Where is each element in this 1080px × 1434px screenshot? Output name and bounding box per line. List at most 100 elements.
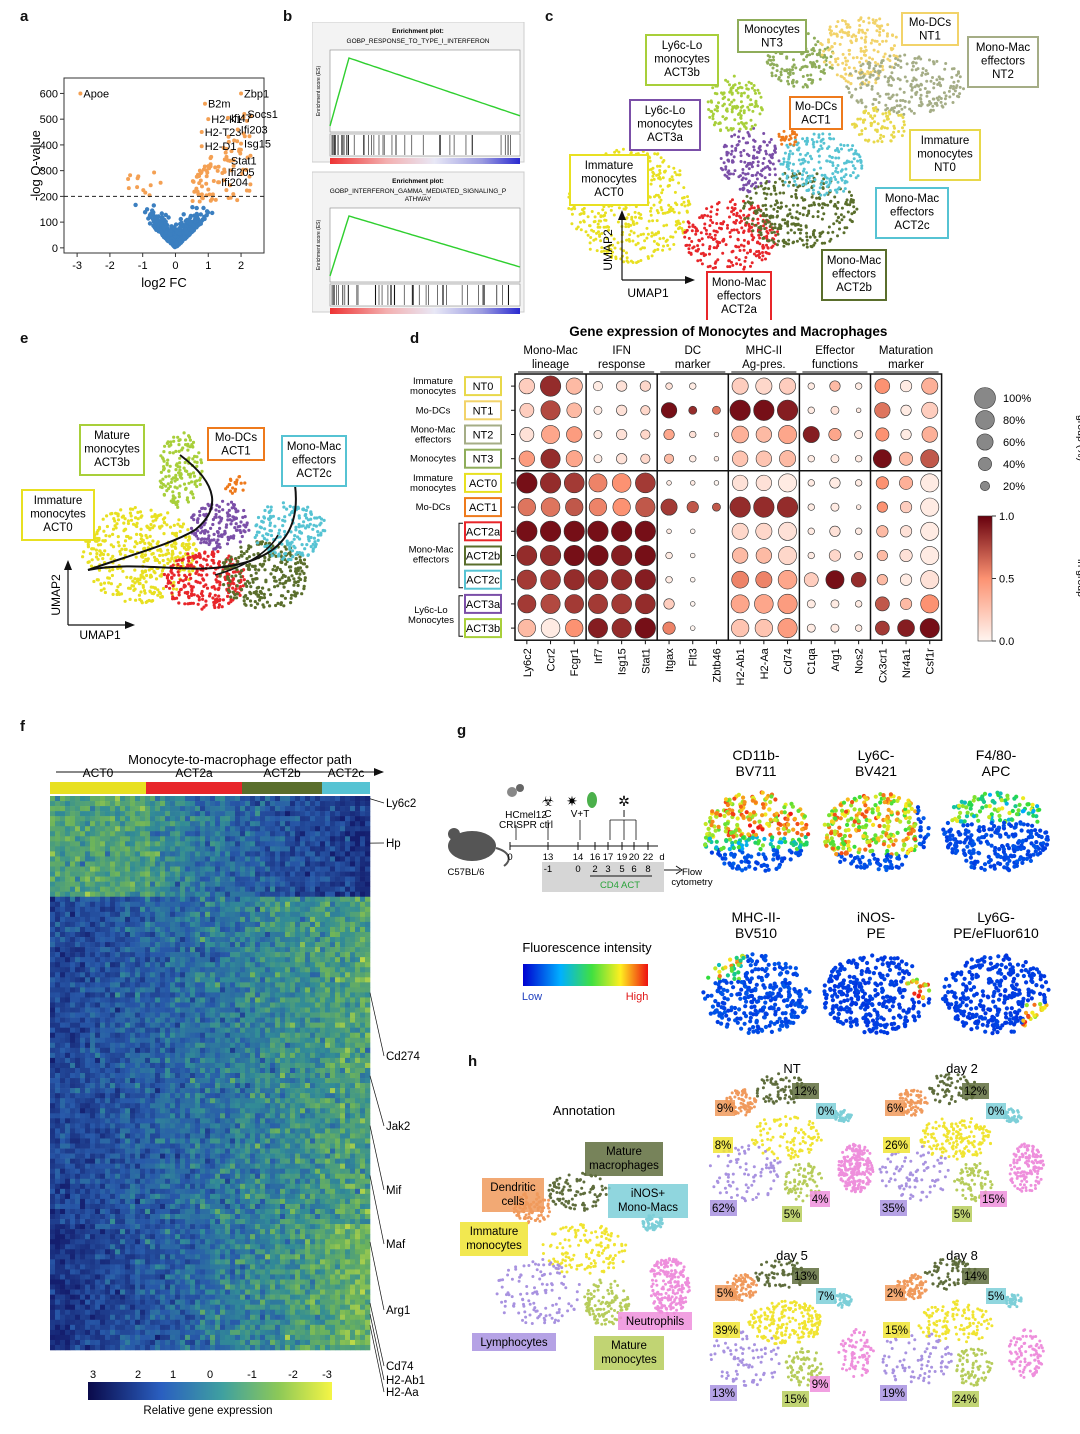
cell-point <box>736 237 740 241</box>
cell-point <box>767 180 771 184</box>
cell-point <box>858 117 862 121</box>
umap1-arrow <box>125 621 135 629</box>
cell-point <box>899 65 903 69</box>
cell-point <box>687 225 691 229</box>
cell-point <box>781 183 785 187</box>
cell-point <box>747 179 751 183</box>
cell-point <box>304 512 308 517</box>
cell-point <box>833 195 837 199</box>
cell-point <box>794 66 798 70</box>
cell-point <box>847 52 851 56</box>
cell-point <box>242 551 246 556</box>
cell-point <box>852 157 856 161</box>
x-tick-label: 0 <box>172 260 178 272</box>
cell-point <box>260 596 264 600</box>
cell-point <box>306 535 310 539</box>
cell-point <box>705 207 709 211</box>
cell-point <box>845 25 849 29</box>
cell-point <box>198 581 202 585</box>
cell-point <box>805 171 809 175</box>
cell-point <box>768 225 772 228</box>
cell-point <box>613 246 617 250</box>
dot <box>611 544 633 567</box>
cell-point <box>189 472 193 476</box>
data-point-up <box>197 199 202 204</box>
es-axes <box>329 49 521 133</box>
cell-point <box>151 585 155 589</box>
row-id-box <box>464 497 502 518</box>
cell-point <box>812 132 816 136</box>
cell-point <box>750 261 754 265</box>
cell-point <box>311 547 315 551</box>
dot <box>640 405 651 416</box>
cell-point <box>830 29 833 33</box>
cell-point <box>659 198 663 202</box>
cell-point <box>812 49 816 53</box>
cell-point <box>943 102 947 106</box>
cell-point <box>186 552 190 556</box>
cell-point <box>196 520 200 524</box>
cell-point <box>300 524 304 528</box>
cell-point <box>737 231 741 234</box>
data-point-up <box>244 167 249 172</box>
cell-point <box>678 222 682 226</box>
cell-point <box>805 235 809 239</box>
cell-point <box>209 526 213 530</box>
cell-point <box>267 558 271 562</box>
cell-point <box>104 534 108 538</box>
cell-point <box>924 69 928 73</box>
cell-point <box>724 165 728 169</box>
cell-point <box>950 75 954 79</box>
cell-point <box>715 222 719 225</box>
data-point <box>159 211 164 216</box>
cell-point <box>771 55 775 59</box>
cell-point <box>171 584 175 588</box>
cell-point <box>95 539 99 543</box>
dot <box>516 545 538 566</box>
cell-point <box>671 235 675 239</box>
cell-point <box>252 553 256 557</box>
cell-point <box>166 548 170 552</box>
dot <box>755 522 773 540</box>
cell-point <box>215 600 219 604</box>
cell-point <box>115 522 119 526</box>
cell-point <box>884 39 888 43</box>
cell-point <box>249 574 253 578</box>
cell-point <box>271 568 275 572</box>
cell-point <box>919 93 923 97</box>
cell-point <box>734 89 738 92</box>
dot <box>690 480 696 486</box>
cell-point <box>745 194 749 198</box>
cell-point <box>143 591 147 595</box>
cell-point <box>751 182 755 186</box>
cluster-label-box <box>79 424 145 476</box>
cell-point <box>775 199 778 203</box>
cell-point <box>881 39 885 43</box>
cell-point <box>786 160 789 164</box>
data-point-up <box>221 178 226 183</box>
cell-point <box>828 160 832 164</box>
cell-point <box>834 188 837 192</box>
cell-point <box>175 477 179 481</box>
cell-point <box>153 513 157 517</box>
cell-point <box>242 599 246 603</box>
cell-point <box>190 480 194 484</box>
dot <box>777 570 798 590</box>
cell-point <box>157 561 162 565</box>
cell-point <box>237 555 241 560</box>
cell-point <box>815 238 819 242</box>
colorbar-tick-label: 0.5 <box>999 574 1014 586</box>
cell-point <box>816 149 820 153</box>
cell-point <box>761 251 764 254</box>
cell-point <box>821 186 825 190</box>
dot <box>921 426 938 443</box>
cell-point <box>715 230 719 234</box>
dot <box>921 401 939 419</box>
cell-point <box>823 241 827 245</box>
cell-point <box>758 144 762 148</box>
cell-point <box>935 59 939 63</box>
cell-point <box>699 231 703 235</box>
cell-point <box>941 77 945 81</box>
cell-point <box>752 206 756 210</box>
cell-point <box>700 262 704 266</box>
